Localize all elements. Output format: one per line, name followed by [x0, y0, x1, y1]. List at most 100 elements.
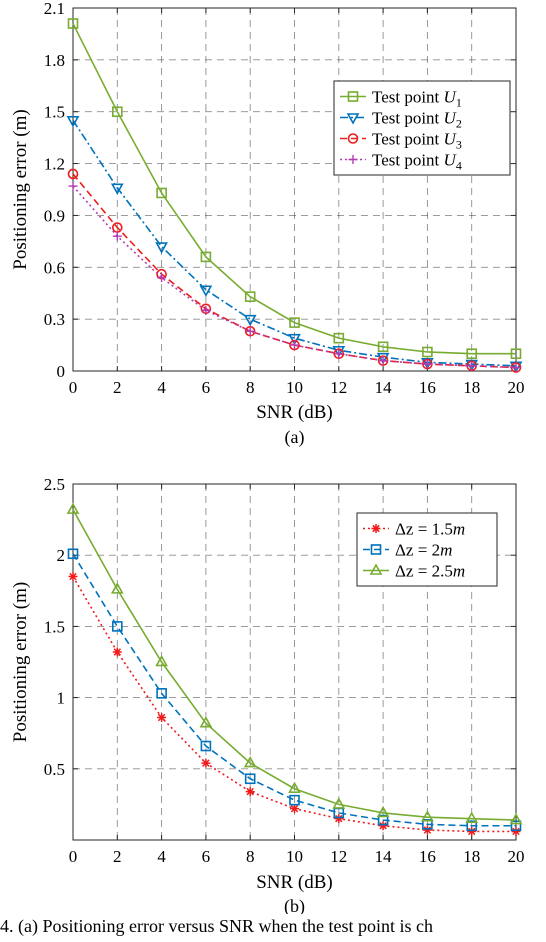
legend: Δz = 1.5m Δz = 2m Δz = 2.5m	[356, 512, 498, 587]
data-point	[288, 781, 301, 794]
data-point	[112, 231, 122, 241]
data-point	[67, 168, 79, 180]
legend-label: Test point U2	[372, 109, 462, 131]
y-tick-label: 0.5	[44, 760, 65, 779]
data-point	[334, 349, 344, 359]
data-point	[511, 363, 521, 373]
data-point	[422, 346, 433, 358]
series-1	[68, 572, 521, 836]
data-point	[66, 116, 80, 128]
data-point	[290, 804, 299, 814]
x-tick-label: 4	[157, 378, 166, 397]
data-point	[110, 183, 124, 195]
x-tick-label: 8	[246, 847, 255, 866]
y-tick-label: 2.5	[44, 475, 65, 494]
y-tick-label: 1.5	[44, 617, 65, 636]
legend-item-3: Δz = 2.5m	[363, 562, 465, 581]
series-4	[68, 181, 521, 373]
series-3	[66, 502, 523, 825]
chart-a: 0 2 4 6 8 10 12 14 16 18 20 0 0.3 0.6 0.9 1.2 1.5 1.8 2.1 S…	[10, 0, 525, 448]
data-point	[157, 273, 167, 283]
x-tick-label: 0	[69, 378, 78, 397]
chart-b: 0 2 4 6 8 10 12 14 16 18 20 0.5 1 1.5 2 2.5 SNR (dB) Posi…	[10, 475, 525, 914]
legend-item-2: Test point U2	[340, 109, 462, 131]
x-tick-label: 14	[375, 378, 393, 397]
data-point	[155, 242, 168, 254]
data-point	[422, 825, 432, 835]
legend-item-1: Test point U1	[340, 88, 462, 110]
data-point	[289, 794, 300, 806]
series-2	[66, 116, 523, 373]
data-point	[421, 810, 434, 822]
y-tick-label: 0.9	[44, 206, 65, 225]
data-point	[112, 647, 122, 657]
x-tick-label: 6	[202, 378, 211, 397]
series-line	[72, 23, 516, 355]
data-point	[199, 285, 213, 297]
data-point	[510, 820, 522, 832]
data-point	[378, 821, 388, 831]
data-point	[332, 345, 346, 358]
legend-label: Test point U4	[372, 151, 462, 173]
x-tick-label: 10	[286, 378, 303, 397]
legend-item-1: Δz = 1.5m	[363, 520, 465, 539]
data-point	[67, 18, 79, 29]
data-point	[422, 819, 433, 830]
legend-swatch-marker	[347, 133, 359, 144]
x-tick-label: 6	[202, 847, 211, 866]
legend-label: Δz = 2m	[395, 541, 452, 560]
data-point	[245, 326, 255, 336]
y-tick-label: 2	[57, 546, 66, 565]
data-point	[289, 317, 300, 328]
data-point	[509, 812, 523, 825]
data-point	[244, 773, 256, 785]
legend-label: Test point U1	[372, 88, 462, 110]
legend-swatch-marker	[369, 563, 383, 575]
x-tick-label: 10	[286, 847, 303, 866]
y-axis-label: Positioning error (m)	[10, 582, 31, 742]
data-point	[201, 306, 211, 315]
data-point	[333, 332, 345, 344]
x-axis-label: SNR (dB)	[256, 402, 333, 423]
legend-swatch-marker	[347, 91, 359, 102]
data-point	[467, 361, 477, 371]
data-point	[243, 755, 257, 768]
data-point	[199, 716, 213, 728]
y-tick-label: 2.1	[44, 0, 65, 18]
legend-label: Test point U3	[372, 130, 462, 152]
data-point	[244, 291, 256, 302]
data-point	[465, 811, 479, 823]
x-tick-label: 20	[508, 378, 525, 397]
y-tick-label: 0.3	[44, 310, 65, 329]
x-tick-label: 8	[246, 378, 255, 397]
legend-swatch-marker	[346, 113, 360, 125]
y-tick-label: 1.5	[44, 103, 65, 122]
series-line	[72, 553, 516, 827]
legend-label: Δz = 1.5m	[395, 520, 465, 539]
data-point	[156, 187, 167, 199]
data-point	[288, 333, 301, 346]
data-point	[377, 341, 389, 353]
figure-caption: 4. (a) Positioning error versus SNR when…	[0, 916, 433, 936]
legend-item-2: Δz = 2m	[363, 541, 452, 560]
x-tick-label: 12	[330, 847, 347, 866]
data-point	[376, 805, 390, 818]
y-tick-label: 1.8	[44, 51, 65, 70]
data-point	[243, 314, 257, 327]
data-point	[110, 582, 124, 594]
x-tick-label: 16	[419, 847, 436, 866]
series-2	[67, 548, 522, 832]
data-point	[377, 814, 389, 826]
data-point	[511, 826, 521, 836]
legend-item-3: Test point U3	[340, 130, 462, 152]
legend-swatch-marker	[348, 155, 358, 164]
data-point	[422, 359, 432, 369]
data-point	[68, 181, 78, 191]
legend-swatch-marker	[371, 524, 381, 533]
data-point	[200, 251, 212, 263]
data-point	[378, 356, 388, 366]
data-point	[66, 502, 80, 514]
data-point	[510, 348, 522, 360]
data-point	[290, 340, 299, 350]
